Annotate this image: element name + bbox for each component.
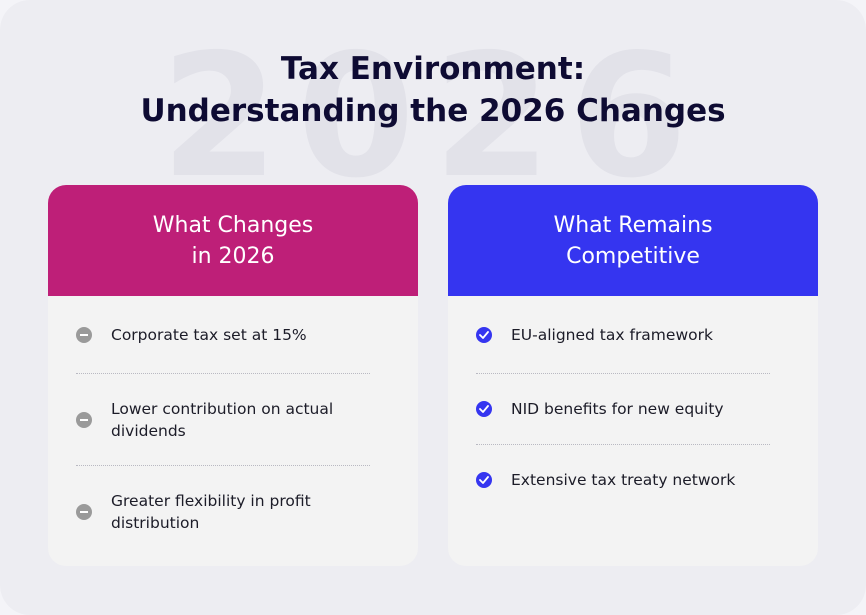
page-title: Tax Environment: Understanding the 2026 … [0,48,866,132]
competitive-card: What Remains Competitive EU-aligned tax … [448,185,818,566]
list-item-text: Greater flexibility in profit distributi… [111,492,311,532]
list-item: EU-aligned tax framework [476,296,770,374]
minus-circle-icon [76,326,92,343]
changes-list: Corporate tax set at 15% Lower contribut… [48,296,418,558]
changes-card-header: What Changes in 2026 [48,185,418,296]
competitive-card-heading: What Remains Competitive [553,212,713,269]
check-circle-icon [476,401,492,417]
title-line-1: Tax Environment: [280,51,586,87]
check-circle-icon [476,472,492,488]
list-item-text: NID benefits for new equity [511,400,724,418]
title-line-2: Understanding the 2026 Changes [140,93,726,129]
minus-circle-icon [76,504,92,520]
check-circle-icon [476,326,492,343]
list-item: Extensive tax treaty network [476,445,770,515]
list-item-text: Corporate tax set at 15% [111,325,307,344]
list-item: NID benefits for new equity [476,374,770,445]
competitive-list: EU-aligned tax framework NID benefits fo… [448,296,818,515]
changes-card-heading: What Changes in 2026 [152,212,314,269]
list-item: Corporate tax set at 15% [76,296,370,374]
changes-card: What Changes in 2026 Corporate tax set a… [48,185,418,566]
competitive-card-header: What Remains Competitive [448,185,818,296]
list-item-text: Extensive tax treaty network [511,471,736,489]
list-item: Greater flexibility in profit distributi… [76,466,370,558]
list-item-text: EU-aligned tax framework [511,325,713,344]
minus-circle-icon [76,411,92,428]
list-item: Lower contribution on actual dividends [76,374,370,466]
watermark-year: 2026 [160,18,706,216]
list-item-text: Lower contribution on actual dividends [111,399,334,440]
